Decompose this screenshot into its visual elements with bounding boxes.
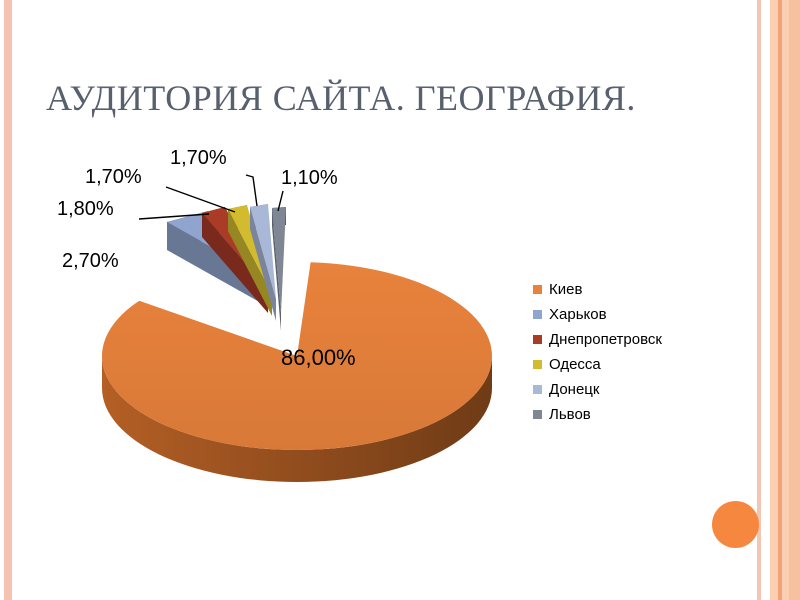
legend-swatch-kiev (533, 285, 542, 294)
legend-label-kiev: Киев (549, 281, 583, 298)
data-label-lvov: 1,10% (281, 167, 338, 189)
legend-label-dnepropetrovsk: Днепропетровск (549, 331, 662, 348)
legend-item-donetsk: Донецк (533, 377, 662, 402)
legend-item-lvov: Львов (533, 402, 662, 427)
right-accent-band-stripe (778, 0, 782, 600)
legend-label-donetsk: Донецк (549, 381, 600, 398)
right-accent-line (757, 0, 761, 600)
left-accent-bar (4, 0, 12, 600)
legend-swatch-odessa (533, 360, 542, 369)
data-label-kiev: 86,00% (281, 345, 356, 370)
accent-circle (712, 501, 759, 548)
legend-label-lvov: Львов (549, 406, 591, 423)
data-label-kharkov: 2,70% (62, 250, 119, 272)
legend-label-kharkov: Харьков (549, 306, 607, 323)
slide-title: АУДИТОРИЯ САЙТА. ГЕОГРАФИЯ. (46, 78, 636, 118)
legend-swatch-kharkov (533, 310, 542, 319)
legend-item-odessa: Одесса (533, 352, 662, 377)
data-label-dnepropetrovsk: 1,80% (57, 198, 114, 220)
legend-swatch-lvov (533, 410, 542, 419)
legend-item-kiev: Киев (533, 277, 662, 302)
data-label-donetsk: 1,70% (170, 147, 227, 169)
data-label-odessa: 1,70% (85, 166, 142, 188)
legend-swatch-donetsk (533, 385, 542, 394)
legend-label-odessa: Одесса (549, 356, 601, 373)
legend-swatch-dnepropetrovsk (533, 335, 542, 344)
legend-item-kharkov: Харьков (533, 302, 662, 327)
right-accent-band-edge (789, 0, 800, 600)
chart-legend: Киев Харьков Днепропетровск Одесса Донец… (533, 277, 662, 427)
legend-item-dnepropetrovsk: Днепропетровск (533, 327, 662, 352)
right-accent-band (770, 0, 800, 600)
